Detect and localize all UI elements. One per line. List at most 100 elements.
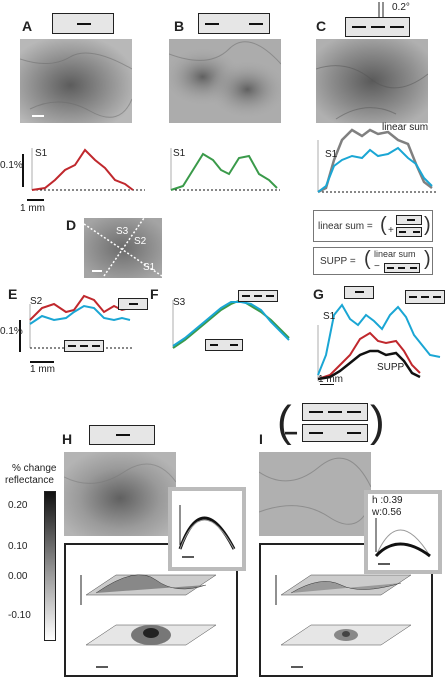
equation-lhs: SUPP = (320, 256, 356, 267)
stimulus-three-lines (302, 403, 368, 421)
distance-scale-label: 1 mm (30, 364, 55, 375)
colorbar-tick-label: 0.20 (8, 500, 28, 511)
stimulus-bar (399, 231, 406, 233)
stimulus-single-line (118, 298, 148, 310)
trace-label-c: S1 (325, 149, 338, 160)
equation-minus: − (374, 261, 380, 272)
stimulus-three-lines (238, 290, 278, 302)
eq-stimulus-one (396, 215, 422, 225)
angle-label: 0.2° (392, 2, 410, 13)
trace-plot-f (172, 298, 290, 349)
stimulus-bar (77, 23, 91, 25)
slice-label-s2: S2 (134, 236, 147, 247)
trace-label-b: S1 (173, 148, 186, 159)
stimulus-bar (398, 267, 405, 269)
fit-width-label: w:0.56 (372, 507, 402, 518)
trace-label-a: S1 (35, 148, 48, 159)
reflectance-map-c (316, 39, 428, 123)
stimulus-single-line (89, 425, 155, 445)
trace-plot-e (19, 294, 132, 363)
eq-stimulus-two (396, 227, 422, 237)
linear-sum-equation: linear sum = ( + ) (313, 210, 433, 242)
stimulus-bar (129, 303, 138, 305)
trace-plot-g (317, 303, 441, 385)
stimulus-bar (309, 411, 323, 413)
stimulus-bar (68, 345, 76, 347)
stimulus-bar (421, 296, 429, 298)
panel-label-b: B (174, 18, 185, 34)
stimulus-bar (210, 344, 218, 346)
trace-label-f: S3 (173, 297, 186, 308)
equation-plus: + (388, 225, 394, 236)
stimulus-bar (205, 23, 219, 25)
distance-scale-label: 1 mm (318, 374, 343, 385)
percent-scale-label: 0.1% (0, 326, 23, 337)
supp-equation: SUPP = ( linear sum − ) (313, 247, 433, 275)
panel-label-i: I (259, 431, 263, 447)
slice-map-d (84, 218, 162, 278)
trace-line-red (29, 294, 131, 321)
equation-lhs: linear sum = (318, 221, 373, 232)
trace-line-cyan (317, 146, 433, 193)
trace-line-green (170, 152, 278, 191)
colorbar-title-line1: % change (12, 463, 57, 474)
supp-label: SUPP (377, 362, 405, 373)
trace-line-red (317, 331, 421, 380)
equation-minus: − (284, 420, 299, 447)
fit-box-i (364, 490, 442, 574)
stimulus-bar (116, 434, 130, 436)
trace-line-cyan (172, 301, 290, 347)
stimulus-bar (347, 432, 361, 434)
trace-line-red (31, 148, 134, 191)
stimulus-bar (355, 291, 364, 293)
stimulus-bar (433, 296, 441, 298)
colorbar-tick-label: 0.10 (8, 541, 28, 552)
stimulus-single-line (52, 13, 114, 34)
stimulus-bar (242, 295, 250, 297)
distance-scale-label: 1 mm (20, 203, 45, 214)
stimulus-three-lines (345, 17, 410, 37)
stimulus-bar (390, 26, 404, 28)
slice-label-s3: S3 (116, 226, 129, 237)
equation-paren-open: ( (364, 248, 371, 270)
panel-label-d: D (66, 217, 77, 233)
panel-label-a: A (22, 18, 33, 34)
equation-linear-sum: linear sum (374, 249, 416, 259)
stimulus-bar (407, 219, 415, 221)
reflectance-map-b (169, 39, 281, 123)
stimulus-bar (230, 344, 238, 346)
trace-plot-b (170, 148, 280, 191)
percent-scale-label: 0.1% (0, 160, 23, 171)
reflectance-map-a (20, 39, 132, 123)
stimulus-bar (413, 231, 420, 233)
trace-line-cyan (317, 303, 441, 376)
trace-line-gray (317, 128, 433, 194)
equation-paren-open: ( (277, 397, 292, 446)
trace-line-black (317, 349, 421, 381)
stimulus-three-lines (64, 340, 104, 352)
angle-marker (378, 2, 384, 18)
surface-plot-box-h (64, 543, 238, 677)
stimulus-bar (92, 345, 100, 347)
equation-paren-close: ) (424, 248, 431, 270)
equation-paren-close: ) (370, 397, 385, 446)
trace-plot-c (317, 128, 437, 194)
stimulus-bar (80, 345, 88, 347)
reflectance-map-h (64, 452, 176, 536)
panel-label-e: E (8, 286, 18, 302)
stimulus-single-line (344, 286, 374, 299)
trace-line-cyan (29, 304, 131, 325)
stimulus-bar (266, 295, 274, 297)
stimulus-bar (409, 296, 417, 298)
stimulus-three-lines (405, 290, 445, 304)
colorbar-title-line2: reflectance (5, 475, 54, 486)
trace-label-e: S2 (30, 296, 43, 307)
stimulus-bar (410, 267, 417, 269)
stimulus-two-lines (302, 424, 368, 442)
stimulus-bar (249, 23, 263, 25)
stimulus-bar (371, 26, 385, 28)
equation-paren-open: ( (380, 214, 387, 236)
stimulus-bar (254, 295, 262, 297)
panel-label-h: H (62, 431, 73, 447)
reflectance-map-i (259, 452, 371, 536)
